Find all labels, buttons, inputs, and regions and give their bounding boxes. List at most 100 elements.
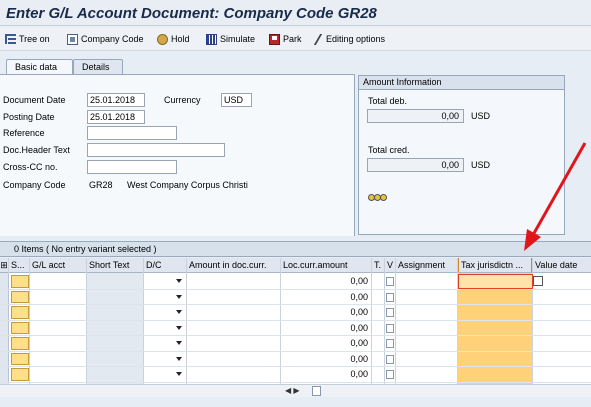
- simulate-label: Simulate: [220, 34, 256, 44]
- v-checkbox[interactable]: [386, 292, 394, 302]
- scroll-thumb[interactable]: [312, 386, 321, 396]
- row-selector[interactable]: [0, 367, 9, 382]
- row-selector[interactable]: [0, 274, 9, 289]
- table-settings-icon[interactable]: ⊞: [0, 258, 8, 273]
- company-code-value: GR28: [89, 180, 113, 190]
- company-code-label: Company Code: [81, 34, 144, 44]
- tree-icon: [5, 33, 16, 45]
- status-cell[interactable]: [11, 337, 29, 350]
- basic-data-panel: Document Date 25.01.2018 Currency USD Po…: [0, 74, 355, 236]
- chevron-down-icon[interactable]: [176, 372, 182, 376]
- cross-cc-label: Cross-CC no.: [3, 162, 58, 172]
- v-checkbox[interactable]: [386, 339, 394, 348]
- company-name-value: West Company Corpus Christi: [127, 180, 248, 190]
- tab-basic-data[interactable]: Basic data: [6, 59, 73, 75]
- tax-jurisdiction-input[interactable]: [458, 274, 533, 289]
- chevron-down-icon[interactable]: [176, 356, 182, 361]
- v-checkbox[interactable]: [386, 308, 394, 317]
- v-checkbox[interactable]: [386, 354, 394, 364]
- window-title: Enter G/L Account Document: Company Code…: [6, 5, 377, 22]
- loc-amount-column-header[interactable]: Loc.curr.amount: [281, 258, 371, 273]
- chevron-down-icon[interactable]: [176, 310, 182, 314]
- short-text-column: Short Text: [87, 258, 144, 384]
- horizontal-scrollbar[interactable]: ◀ ▶: [0, 384, 591, 397]
- chevron-down-icon[interactable]: [176, 341, 182, 345]
- items-summary-text: 0 Items ( No entry variant selected ): [14, 244, 157, 254]
- chevron-down-icon[interactable]: [176, 325, 182, 330]
- tree-on-label: Tree on: [19, 34, 50, 44]
- table-row: 0,00: [0, 351, 591, 367]
- row-selector[interactable]: [0, 336, 9, 351]
- loc-amount-cell: 0,00: [350, 369, 368, 379]
- row-selector[interactable]: [0, 305, 9, 320]
- total-debit-label: Total deb.: [368, 96, 408, 106]
- application-toolbar: Tree on Company Code Hold Simulate Park …: [0, 27, 591, 51]
- title-bar: Enter G/L Account Document: Company Code…: [0, 0, 591, 26]
- amount-doc-column-header[interactable]: Amount in doc.curr.: [187, 258, 280, 273]
- tax-code-column-header[interactable]: T.: [372, 258, 384, 273]
- v-column-header[interactable]: V: [385, 258, 395, 273]
- status-cell[interactable]: [11, 306, 29, 319]
- status-cell[interactable]: [11, 352, 29, 365]
- document-date-field[interactable]: 25.01.2018: [87, 93, 145, 107]
- loc-amount-cell: 0,00: [350, 291, 368, 302]
- scroll-arrows-icon[interactable]: ◀ ▶: [285, 386, 300, 395]
- company-code-button[interactable]: Company Code: [67, 32, 144, 46]
- loc-amount-cell: 0,00: [350, 338, 368, 348]
- status-cell[interactable]: [11, 368, 29, 381]
- doc-header-text-field[interactable]: [87, 143, 225, 157]
- table-row: 0,00: [0, 336, 591, 352]
- cross-cc-field[interactable]: [87, 160, 177, 174]
- v-checkbox[interactable]: [386, 370, 394, 379]
- debit-credit-column-header[interactable]: D/C: [144, 258, 186, 273]
- row-selector[interactable]: [0, 289, 9, 304]
- park-button[interactable]: Park: [269, 32, 302, 46]
- hold-label: Hold: [171, 34, 190, 44]
- currency-field[interactable]: USD: [221, 93, 252, 107]
- table-row: 0,00: [0, 274, 591, 290]
- value-date-column-header[interactable]: Value date: [533, 258, 591, 273]
- posting-date-label: Posting Date: [3, 112, 55, 122]
- reference-label: Reference: [3, 128, 45, 138]
- total-debit-field: 0,00: [367, 109, 464, 123]
- company-code-icon: [67, 33, 78, 45]
- assignment-column-header[interactable]: Assignment: [396, 258, 457, 273]
- total-credit-field: 0,00: [367, 158, 464, 172]
- chevron-down-icon[interactable]: [176, 294, 182, 299]
- status-cell[interactable]: [11, 321, 29, 334]
- tree-on-button[interactable]: Tree on: [5, 32, 50, 46]
- v-checkbox[interactable]: [386, 323, 394, 333]
- chevron-down-icon[interactable]: [176, 279, 182, 283]
- tax-jurisdiction-column-header[interactable]: Tax jurisdictn ...: [458, 258, 532, 273]
- posting-date-field[interactable]: 25.01.2018: [87, 110, 145, 124]
- short-text-column-header[interactable]: Short Text: [87, 258, 143, 273]
- status-bar: [0, 397, 591, 407]
- row-selector[interactable]: [0, 320, 9, 335]
- total-debit-currency: USD: [471, 111, 491, 121]
- gl-account-column-header[interactable]: G/L acct: [30, 258, 86, 273]
- doc-header-text-label: Doc.Header Text: [3, 145, 70, 155]
- park-icon: [269, 33, 280, 45]
- table-row: 0,00: [0, 367, 591, 383]
- gl-account-column: G/L acct: [30, 258, 87, 384]
- status-column-header[interactable]: S...: [9, 258, 29, 273]
- park-label: Park: [283, 34, 302, 44]
- loc-amount-cell: 0,00: [350, 353, 368, 364]
- company-code-field-label: Company Code: [3, 180, 66, 190]
- reference-field[interactable]: [87, 126, 177, 140]
- status-cell[interactable]: [11, 290, 29, 303]
- tab-details[interactable]: Details: [73, 59, 123, 75]
- amount-doc-column: Amount in doc.curr.: [187, 258, 281, 384]
- amount-information-header: Amount Information: [359, 76, 564, 90]
- editing-options-button[interactable]: Editing options: [313, 32, 386, 46]
- simulate-button[interactable]: Simulate: [206, 32, 255, 46]
- calendar-icon[interactable]: [533, 276, 543, 286]
- hold-button[interactable]: Hold: [157, 32, 190, 46]
- status-cell[interactable]: [11, 275, 29, 288]
- row-selector[interactable]: [0, 351, 9, 366]
- table-row: 0,00: [0, 289, 591, 305]
- v-checkbox[interactable]: [386, 277, 394, 286]
- editing-options-label: Editing options: [326, 34, 386, 44]
- hold-icon: [157, 33, 168, 45]
